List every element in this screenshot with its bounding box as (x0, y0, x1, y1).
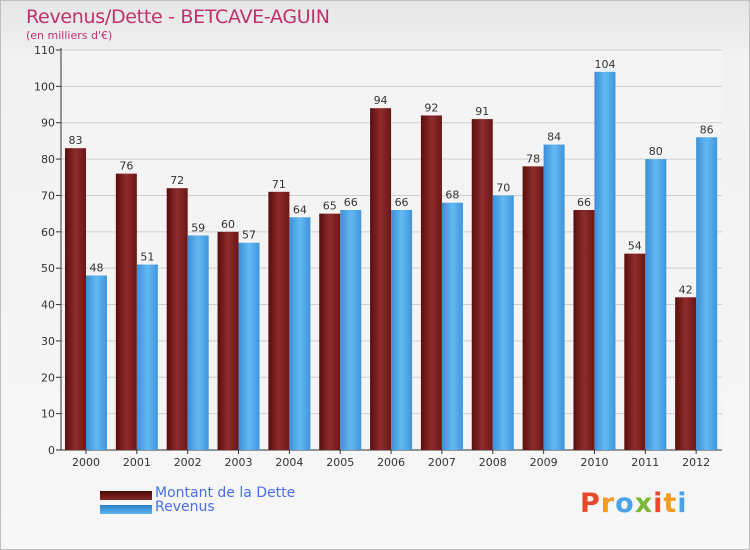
bar-revenue (187, 235, 209, 450)
x-tick-label: 2005 (326, 456, 354, 469)
data-label-revenue: 66 (344, 196, 358, 209)
bar-debt (420, 115, 442, 451)
chart-title: Revenus/Dette - BETCAVE-AGUIN (26, 6, 330, 28)
data-label-debt: 60 (221, 218, 235, 231)
logo-letter: x (634, 488, 654, 519)
data-label-debt: 92 (424, 101, 438, 114)
bar-debt (624, 253, 646, 450)
y-tick-label: 100 (34, 80, 55, 93)
y-tick-label: 10 (41, 408, 55, 421)
y-tick-label: 50 (41, 262, 55, 275)
bar-debt (115, 173, 137, 451)
x-tick-label: 2010 (580, 456, 608, 469)
x-tick-label: 2003 (225, 456, 253, 469)
data-label-debt: 66 (577, 196, 591, 209)
bar-revenue (645, 159, 667, 450)
data-label-revenue: 80 (649, 145, 663, 158)
bar-revenue (441, 202, 463, 450)
chart-subtitle: (en milliers d'€) (26, 29, 113, 42)
legend-swatch-debt (100, 491, 152, 500)
data-label-revenue: 84 (547, 131, 561, 144)
bar-revenue (238, 242, 260, 450)
bar-revenue (594, 71, 616, 451)
x-tick-label: 2011 (631, 456, 659, 469)
proxiti-logo: Proxiti (580, 488, 688, 519)
data-label-debt: 76 (119, 160, 133, 173)
bar-revenue (340, 210, 362, 450)
bar-debt (370, 108, 392, 450)
data-label-revenue: 70 (496, 181, 510, 194)
data-label-revenue: 68 (445, 189, 459, 202)
bar-revenue (492, 195, 514, 450)
bar-revenue (136, 264, 158, 450)
x-tick-label: 2001 (123, 456, 151, 469)
data-label-revenue: 104 (594, 58, 615, 71)
data-label-debt: 94 (374, 94, 388, 107)
bar-debt (522, 166, 544, 450)
data-label-revenue: 64 (293, 203, 307, 216)
bar-debt (471, 119, 493, 450)
x-tick-label: 2000 (72, 456, 100, 469)
logo-letter: t (663, 488, 678, 519)
legend-label-revenue: Revenus (155, 499, 215, 515)
x-tick-label: 2002 (174, 456, 202, 469)
data-label-debt: 42 (679, 283, 693, 296)
data-label-debt: 72 (170, 174, 184, 187)
data-label-debt: 91 (475, 105, 489, 118)
bar-debt (573, 210, 595, 450)
bar-debt (268, 191, 290, 450)
y-tick-label: 80 (41, 153, 55, 166)
logo-letter: P (580, 488, 601, 519)
data-label-revenue: 57 (242, 229, 256, 242)
data-label-debt: 65 (323, 200, 337, 213)
x-tick-label: 2008 (479, 456, 507, 469)
y-tick-label: 30 (41, 335, 55, 348)
data-label-debt: 78 (526, 152, 540, 165)
data-label-revenue: 86 (700, 123, 714, 136)
y-tick-label: 70 (41, 189, 55, 202)
bar-revenue (289, 217, 311, 450)
legend-swatch-revenue (100, 505, 152, 514)
data-label-revenue: 66 (395, 196, 409, 209)
y-tick-label: 40 (41, 299, 55, 312)
bar-debt (65, 148, 86, 450)
data-label-debt: 83 (69, 134, 83, 147)
bar-debt (166, 188, 188, 450)
bar-debt (217, 231, 239, 450)
y-tick-label: 90 (41, 117, 55, 130)
data-label-revenue: 48 (90, 261, 104, 274)
bar-revenue (391, 210, 413, 450)
logo-letter: i (653, 488, 664, 519)
y-tick-label: 0 (48, 444, 55, 457)
x-tick-label: 2012 (682, 456, 710, 469)
logo-letter: r (600, 488, 616, 519)
x-tick-label: 2006 (377, 456, 405, 469)
bar-debt (675, 297, 697, 450)
bar-revenue (696, 137, 718, 451)
logo-letter: o (615, 488, 635, 519)
bar-revenue (543, 144, 565, 450)
x-tick-label: 2009 (530, 456, 558, 469)
bar-debt (319, 213, 341, 450)
y-tick-label: 20 (41, 371, 55, 384)
x-tick-label: 2004 (275, 456, 303, 469)
data-label-debt: 71 (272, 178, 286, 191)
bar-revenue (86, 275, 107, 450)
y-tick-label: 60 (41, 226, 55, 239)
y-tick-label: 110 (34, 44, 55, 57)
logo-letter: i (677, 488, 688, 519)
x-tick-label: 2007 (428, 456, 456, 469)
data-label-revenue: 51 (140, 251, 154, 264)
data-label-debt: 54 (628, 240, 642, 253)
data-label-revenue: 59 (191, 221, 205, 234)
legend-label-debt: Montant de la Dette (155, 485, 296, 501)
